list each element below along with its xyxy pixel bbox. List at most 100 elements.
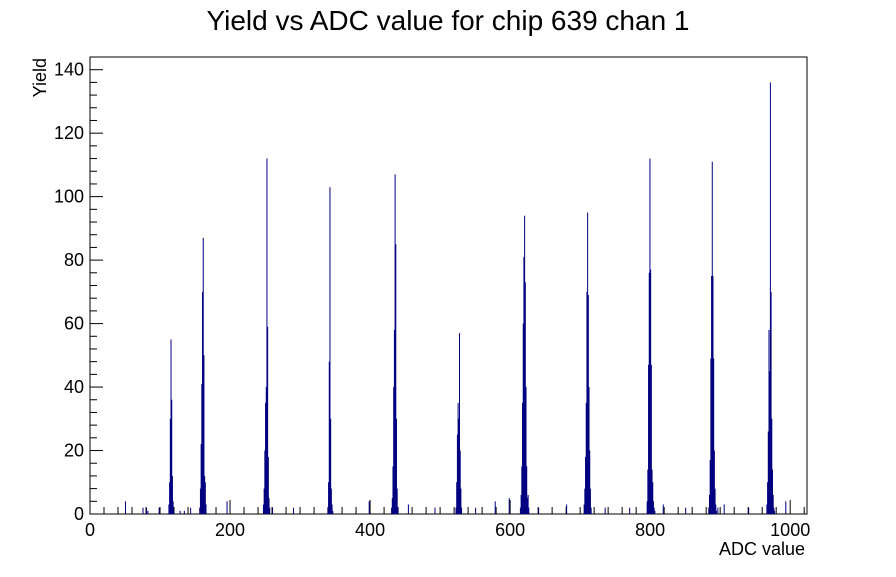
y-tick-label: 0 [74,504,84,524]
histogram-bar [407,504,409,514]
histogram-bar [713,358,715,514]
y-tick-label: 100 [54,187,84,207]
histogram-bar [264,450,266,514]
histogram-bar [651,469,653,514]
y-tick-label: 120 [54,123,84,143]
histogram-bar [526,498,528,514]
histogram-bar [169,482,171,514]
histogram-bar [769,371,771,514]
histogram-bar [770,291,772,514]
y-axis-label: Yield [30,58,50,97]
histogram-bar [650,364,652,514]
histogram-bar [785,501,787,514]
histogram-bar [395,244,397,515]
histogram-bar [459,333,461,514]
histogram-bar [585,456,587,514]
histogram-bar [652,501,654,514]
histogram-bar [147,510,149,514]
histogram-bar [393,387,395,514]
histogram-bar [648,364,650,514]
histogram-bar [146,507,148,514]
histogram-bar [396,488,398,514]
histogram-bar [590,507,592,514]
histogram-bar [267,326,269,514]
histogram-bar [654,510,656,514]
histogram-bar [586,291,588,514]
histogram-bar [713,450,715,514]
histogram-bar [629,507,631,514]
histogram-bar [766,504,768,514]
histogram-bar [461,507,463,514]
histogram-bar [173,510,175,514]
histogram-bar [604,507,606,514]
histogram-bar [588,387,590,514]
histogram-bar [772,494,774,514]
histogram-bar [368,501,370,514]
histogram-bar [774,510,776,514]
histogram-bar [711,275,713,514]
x-tick-label: 600 [495,520,525,540]
histogram-bar [267,456,269,514]
histogram-bar [395,418,397,514]
histogram-bar [168,504,170,514]
histogram-bar [171,475,173,514]
histogram-bar [748,507,750,514]
histogram-bar [179,510,181,514]
histogram-bar [262,504,264,514]
histogram-bar [526,466,528,514]
histogram-bar [202,237,204,515]
histogram-bar [393,329,395,514]
histogram-bar [328,361,330,514]
histogram-bar [712,275,714,514]
histogram-bar [392,466,394,514]
histogram-bar [523,256,525,514]
histogram-bar [204,475,206,514]
histogram-bar [331,504,333,514]
histogram-bar [524,215,526,515]
histogram-bar [170,339,172,514]
histogram-bar [330,418,332,514]
histogram-bar [653,507,655,514]
histogram-bar [391,498,393,514]
y-tick-label: 40 [64,377,84,397]
histogram-bar [460,488,462,514]
histogram-bar [475,507,477,514]
histogram-bar [263,488,265,514]
histogram-bar [589,488,591,514]
histogram-bar [457,402,459,514]
histogram-bar [456,482,458,514]
histogram-bar [647,469,649,514]
x-axis-label: ADC value [719,539,805,559]
histogram-bar [205,504,207,514]
histogram-bar [394,174,396,514]
histogram-bar [459,450,461,514]
histogram-bar [708,494,710,514]
histogram-bar [456,434,458,514]
histogram-bar [199,488,201,514]
histogram-bars [125,82,787,515]
histogram-bar [519,507,521,514]
histogram-bar [455,507,457,514]
histogram-bar [190,507,192,514]
histogram-bar [709,460,711,514]
histogram-bar [587,295,589,514]
histogram-bar [200,444,202,514]
histogram-bar [434,507,436,514]
histogram-bar [771,469,773,514]
histogram-bar [172,501,174,514]
histogram-bar [715,510,717,514]
histogram-bar [771,418,773,514]
histogram-bar [183,510,185,514]
histogram-bar [773,507,775,514]
histogram-bar [397,507,399,514]
histogram-bar [266,158,268,515]
histogram-bar [646,501,648,514]
histogram-bar [293,507,295,514]
histogram-bar [522,323,524,514]
histogram-bar [522,402,524,514]
histogram-bar [199,507,201,514]
histogram-bar [524,282,526,514]
histogram-bar [520,494,522,514]
histogram-bar [329,187,331,515]
